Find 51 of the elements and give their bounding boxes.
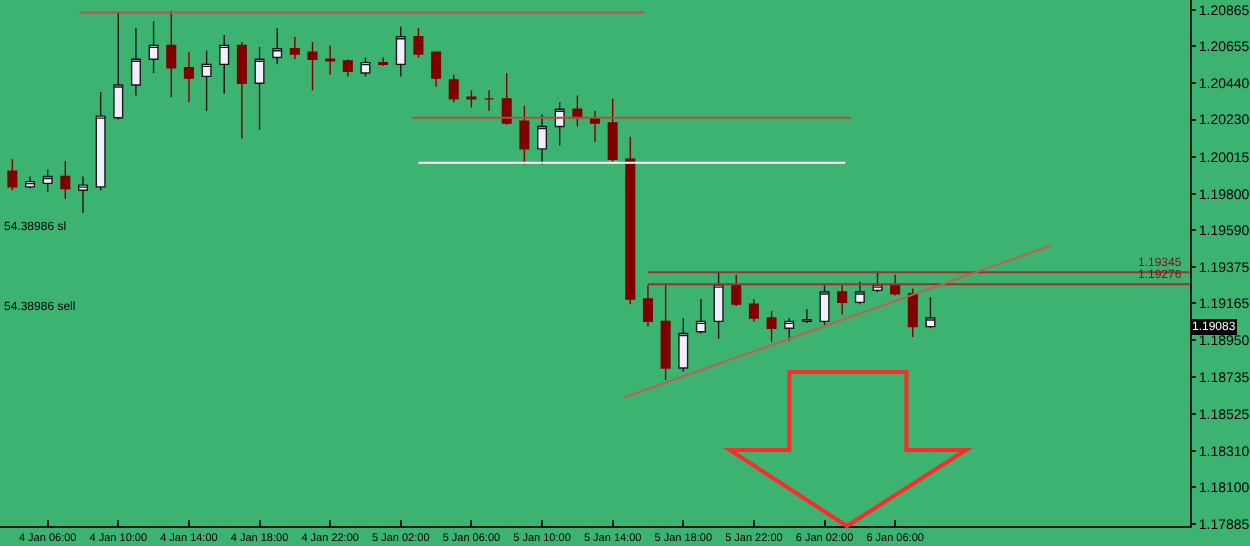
candlestick xyxy=(378,56,389,67)
candlestick xyxy=(766,310,777,343)
candlestick xyxy=(678,317,689,373)
candlestick xyxy=(501,72,512,126)
candlestick xyxy=(360,56,371,78)
candlestick xyxy=(166,10,177,98)
candlestick xyxy=(537,113,548,166)
candlestick xyxy=(95,91,106,191)
candlestick xyxy=(272,27,283,66)
candlestick xyxy=(466,89,477,109)
candlestick xyxy=(748,298,759,323)
candlestick xyxy=(713,272,724,340)
candlestick xyxy=(254,46,265,131)
candlestick xyxy=(431,51,442,88)
candlestick xyxy=(589,110,601,143)
candlestick xyxy=(77,175,88,214)
candlestick xyxy=(7,158,18,191)
candlestick xyxy=(801,308,812,324)
candlestick xyxy=(642,284,653,328)
candlestick xyxy=(113,11,124,121)
candlestick xyxy=(148,20,159,74)
candlestick xyxy=(607,98,618,164)
candlestick xyxy=(854,281,865,305)
candlestick xyxy=(448,74,459,103)
candlestick xyxy=(484,89,495,112)
candlestick xyxy=(342,58,353,78)
candlestick xyxy=(925,296,936,329)
candlestick xyxy=(625,136,636,305)
candlestick xyxy=(201,49,212,112)
candlestick xyxy=(660,284,671,381)
candlestick xyxy=(731,274,742,307)
candlestick xyxy=(219,34,230,95)
candlestick xyxy=(837,284,848,316)
candlestick xyxy=(307,41,318,91)
candlestick xyxy=(289,36,300,60)
candlestick xyxy=(236,41,247,140)
candlestick xyxy=(907,287,918,338)
candlestick xyxy=(325,44,336,76)
candlestick xyxy=(42,168,53,193)
candlestick xyxy=(413,27,424,59)
candlestick xyxy=(395,25,406,78)
candlestick xyxy=(890,274,901,297)
candlestick xyxy=(519,105,530,166)
candlestick xyxy=(872,270,883,293)
candlestick xyxy=(130,27,141,97)
candlestick xyxy=(784,317,795,342)
candlestick xyxy=(183,51,194,103)
candlestick xyxy=(60,160,71,200)
candlestick xyxy=(24,175,36,190)
candlestick xyxy=(819,284,830,326)
candlestick xyxy=(695,298,706,335)
